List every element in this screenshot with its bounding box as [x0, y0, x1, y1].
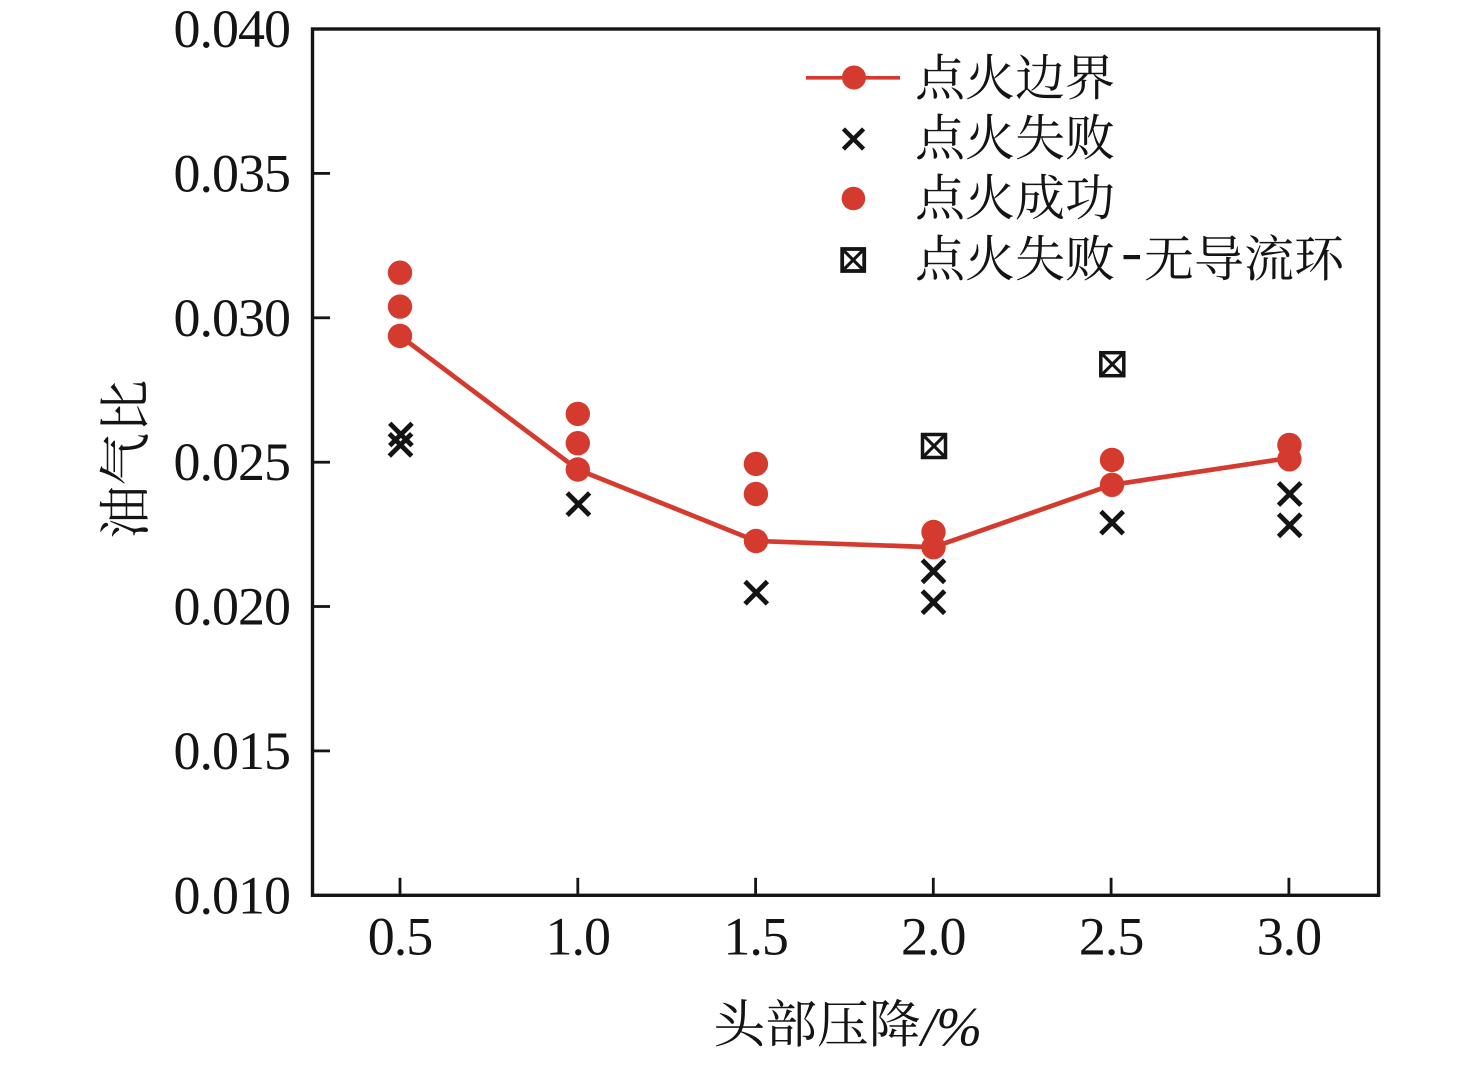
svg-text:/%: /% — [918, 997, 982, 1058]
svg-text:0.5: 0.5 — [368, 907, 433, 967]
svg-text:0.035: 0.035 — [174, 143, 291, 203]
svg-text:0.025: 0.025 — [174, 432, 291, 492]
svg-text:3.0: 3.0 — [1257, 907, 1322, 967]
svg-text:1.5: 1.5 — [723, 907, 788, 967]
svg-text:2.0: 2.0 — [901, 907, 966, 967]
svg-text:0.030: 0.030 — [174, 288, 291, 348]
svg-text:0.010: 0.010 — [174, 865, 291, 925]
svg-text:0.040: 0.040 — [174, 0, 291, 59]
svg-text:1.0: 1.0 — [546, 907, 611, 967]
svg-text:2.5: 2.5 — [1079, 907, 1144, 967]
svg-text:0.015: 0.015 — [174, 721, 291, 781]
svg-text:0.020: 0.020 — [174, 577, 291, 637]
